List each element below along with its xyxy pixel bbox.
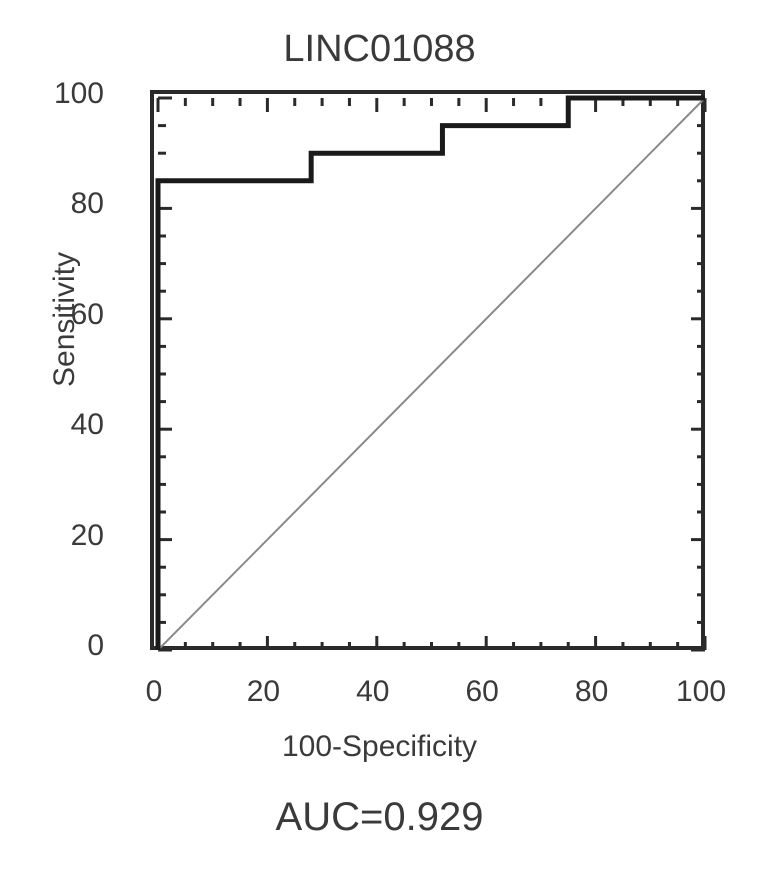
x-tick-label: 60 xyxy=(466,675,499,709)
y-tick-label: 40 xyxy=(71,408,104,442)
x-tick-label: 80 xyxy=(575,675,608,709)
y-tick-label: 100 xyxy=(54,77,104,111)
plot-svg xyxy=(154,94,709,654)
y-tick-label: 60 xyxy=(71,298,104,332)
auc-text: AUC=0.929 xyxy=(20,795,739,840)
y-tick-label: 0 xyxy=(87,629,104,663)
x-tick-label: 40 xyxy=(356,675,389,709)
y-tick-label: 20 xyxy=(71,519,104,553)
y-tick-label: 80 xyxy=(71,187,104,221)
x-tick-label: 0 xyxy=(146,675,163,709)
chart-container: LINC01088 Sensitivity 020406080100 02040… xyxy=(20,20,739,869)
plot-wrapper xyxy=(150,90,705,670)
chart-title: LINC01088 xyxy=(20,28,739,71)
plot-area xyxy=(150,90,705,650)
x-axis-label: 100-Specificity xyxy=(20,730,739,764)
x-tick-label: 20 xyxy=(247,675,280,709)
x-tick-label: 100 xyxy=(676,675,726,709)
